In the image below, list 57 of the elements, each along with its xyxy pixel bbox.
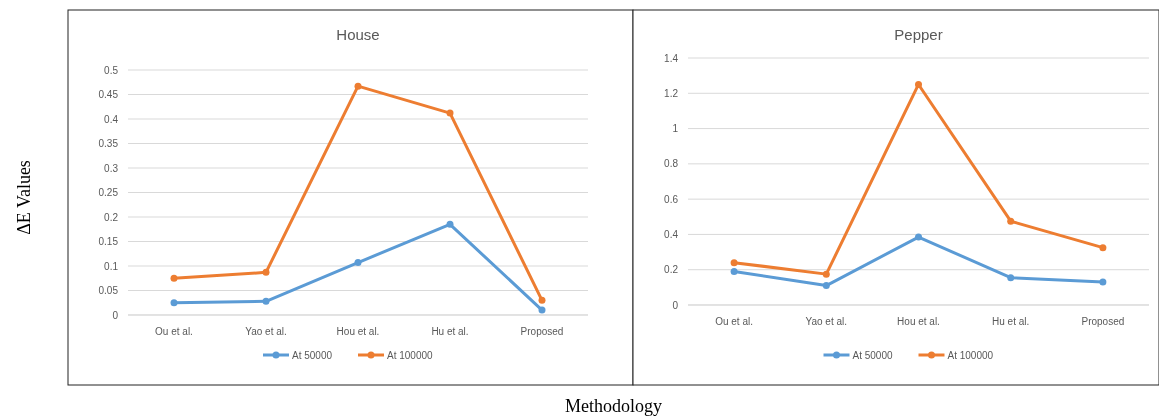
y-tick-label: 0.45: [98, 89, 119, 100]
x-tick-label: Yao et al.: [245, 326, 287, 337]
legend-label: At 50000: [292, 349, 333, 361]
point: [730, 259, 738, 267]
legend-label: At 100000: [387, 349, 434, 361]
point: [822, 282, 830, 290]
x-tick-label: Hu et al.: [431, 326, 469, 337]
point: [822, 270, 830, 278]
x-tick-label: Proposed: [1081, 316, 1125, 327]
y-tick-label: 0.8: [664, 158, 679, 170]
y-tick-label: 0.3: [104, 162, 119, 174]
legend-label: At 100000: [947, 349, 994, 361]
point: [354, 259, 362, 267]
point: [170, 274, 178, 282]
y-tick-label: 0.4: [664, 228, 679, 240]
point: [354, 82, 362, 90]
y-tick-label: 1.2: [664, 87, 679, 99]
y-tick-label: 0.6: [664, 193, 679, 205]
x-tick-label: Hou et al.: [336, 326, 380, 337]
y-tick-label: 0.2: [104, 211, 119, 223]
point: [446, 220, 454, 228]
y-tick-label: 0.05: [98, 285, 119, 296]
chart-title: House: [336, 26, 380, 43]
point: [730, 267, 738, 275]
chart-title: Pepper: [894, 26, 943, 43]
x-tick-label: Hu et al.: [992, 316, 1030, 327]
legend-label: At 50000: [852, 349, 893, 361]
y-tick-label: 0: [672, 299, 679, 311]
point: [262, 268, 270, 276]
y-tick-label: 0.2: [664, 264, 679, 276]
y-tick-label: 0: [112, 309, 119, 321]
y-tick-label: 0.4: [104, 113, 119, 125]
x-tick-label: Hou et al.: [897, 316, 940, 327]
y-tick-label: 0.15: [98, 236, 119, 247]
y-tick-label: 0.5: [104, 64, 119, 76]
x-axis-title: Methodology: [565, 396, 662, 416]
point: [915, 80, 922, 88]
point: [1099, 278, 1107, 286]
point: [538, 296, 546, 304]
x-tick-label: Proposed: [520, 326, 564, 337]
y-tick-label: 1.4: [664, 52, 679, 64]
x-tick-label: Yao et al.: [805, 316, 848, 327]
point: [538, 306, 546, 314]
point: [1099, 244, 1107, 252]
y-axis-title: ΔE Values: [14, 160, 34, 235]
y-tick-label: 0.35: [98, 138, 119, 149]
point: [1007, 217, 1015, 225]
x-tick-label: Ou et al.: [155, 326, 193, 337]
y-tick-label: 1: [672, 123, 679, 135]
y-tick-label: 0.1: [104, 260, 119, 272]
x-tick-label: Ou et al.: [715, 316, 754, 327]
point: [1007, 274, 1015, 282]
point: [170, 299, 178, 307]
point: [446, 109, 454, 117]
y-tick-label: 0.25: [98, 187, 119, 198]
point: [262, 297, 270, 305]
point: [915, 233, 922, 241]
